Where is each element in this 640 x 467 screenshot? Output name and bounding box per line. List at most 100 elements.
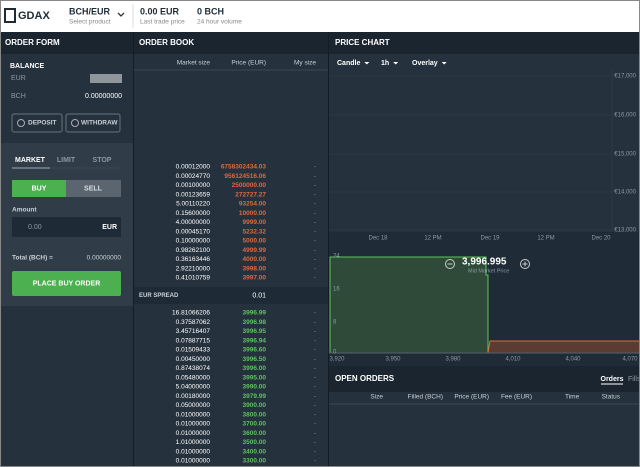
order-size: 0.15600000 <box>176 210 211 217</box>
buy-toggle[interactable] <box>12 180 66 197</box>
dropdown-arrow[interactable] <box>364 62 370 65</box>
chart-control: Candle <box>337 60 360 67</box>
deposit-button[interactable] <box>11 113 63 133</box>
open-orders-header <box>329 366 640 392</box>
order-size: 0.41010759 <box>176 275 211 282</box>
order-price: 3996.99 <box>243 310 267 317</box>
order-price: 4000.00 <box>243 256 267 263</box>
buy-label: BUY <box>32 185 47 192</box>
order-price: 3996.50 <box>243 356 267 363</box>
my-size: - <box>314 238 316 245</box>
y-tick-label: 16 <box>333 287 340 293</box>
form-bottom <box>0 306 133 467</box>
order-size: 3.45716407 <box>176 328 211 335</box>
column-head: Price (EUR) <box>231 60 266 67</box>
chart-control: 1h <box>381 60 389 67</box>
order-size: 0.01000000 <box>176 411 211 418</box>
spread: 0.01 <box>252 292 266 299</box>
order-size: 0.01000000 <box>176 430 211 437</box>
deposit-label: DEPOSIT <box>28 120 57 127</box>
column-head: Size <box>370 394 383 401</box>
my-size: - <box>314 275 316 282</box>
order-price: 3996.95 <box>243 328 267 335</box>
my-size: - <box>314 319 316 326</box>
order-tab: MARKET <box>15 157 46 164</box>
order-price: 3979.99 <box>243 393 267 400</box>
fills-tab: Fills <box>628 376 640 383</box>
chart-grid <box>329 70 613 232</box>
panel-title: OPEN ORDERS <box>335 374 395 383</box>
order-size: 0.01509433 <box>176 347 211 354</box>
zoom-in[interactable] <box>520 259 530 269</box>
order-price: 3998.00 <box>243 265 267 272</box>
order-size: 0.07887715 <box>176 337 211 344</box>
chevron[interactable] <box>117 12 125 17</box>
order-size: 0.00123659 <box>176 191 211 198</box>
my-size: - <box>314 458 316 465</box>
order-size: 0.00024770 <box>176 173 211 180</box>
currency: BCH <box>11 93 26 100</box>
top-bar <box>0 0 640 32</box>
column-head: Status <box>602 394 621 401</box>
last-trade-label: Last trade price <box>140 19 185 26</box>
x-tick-label: Dec 18 <box>368 236 388 242</box>
zoom-out[interactable] <box>445 259 455 269</box>
x-tick-label: 12 PM <box>537 236 554 242</box>
total-label: Total (BCH) ≈ <box>12 255 53 262</box>
submit-button[interactable] <box>12 271 121 296</box>
y-tick-label: 0 <box>333 350 337 356</box>
order-book-panel <box>134 54 328 467</box>
x-tick-label: Dec 19 <box>480 236 500 242</box>
order-price: 3500.00 <box>243 439 267 446</box>
product-hint: Select product <box>69 19 111 26</box>
my-size: - <box>314 393 316 400</box>
withdraw-label: WITHDRAW <box>81 120 118 127</box>
spread-label: EUR SPREAD <box>139 293 179 299</box>
my-size: - <box>314 247 316 254</box>
column-head: Time <box>565 394 580 401</box>
order-size: 0.00045170 <box>176 228 211 235</box>
placeholder: 0.00 <box>28 224 42 231</box>
order-size: 0.01000000 <box>176 458 211 465</box>
x-tick-label: 4,070 <box>622 357 638 363</box>
x-tick-label: 4,040 <box>565 357 581 363</box>
my-size: - <box>314 356 316 363</box>
my-size: - <box>314 374 316 381</box>
my-size: - <box>314 448 316 455</box>
total: 0.00000000 <box>87 255 122 262</box>
submit-label: PLACE BUY ORDER <box>33 280 101 287</box>
y-tick-label: 24 <box>333 254 340 260</box>
volume: 0 BCH <box>197 6 224 16</box>
order-size: 1.01000000 <box>176 439 211 446</box>
order-price: 3700.00 <box>243 421 267 428</box>
balance: 0.00000000 <box>85 93 122 100</box>
order-tab: LIMIT <box>57 157 76 164</box>
x-tick-label: 4,010 <box>505 357 521 363</box>
my-size: - <box>314 347 316 354</box>
order-size: 0.10000000 <box>176 238 211 245</box>
x-tick-label: 3,920 <box>329 357 345 363</box>
column-head: Market size <box>177 60 211 67</box>
amount-input[interactable] <box>12 217 121 237</box>
my-size: - <box>314 219 316 226</box>
order-size: 0.01000000 <box>176 448 211 455</box>
y-tick-label: €13,000 <box>614 228 636 234</box>
x-tick-label: Dec 20 <box>591 236 611 242</box>
column-head: My size <box>294 60 316 67</box>
order-size: 0.36163446 <box>176 256 211 263</box>
order-size: 5.04000000 <box>176 384 211 391</box>
bid-depth <box>329 256 489 354</box>
order-price: 3990.00 <box>243 384 267 391</box>
column-head: Fee (EUR) <box>501 394 532 401</box>
order-price: 9999.00 <box>243 219 267 226</box>
order-price: 3996.00 <box>243 365 267 372</box>
withdraw-button[interactable] <box>65 113 121 133</box>
x-tick-label: 3,980 <box>445 357 461 363</box>
price-chart-panel <box>329 54 640 232</box>
dropdown-arrow[interactable] <box>393 62 399 65</box>
order-size: 0.05480000 <box>176 374 211 381</box>
dropdown-arrow[interactable] <box>441 62 447 65</box>
sell-toggle[interactable] <box>66 180 121 197</box>
